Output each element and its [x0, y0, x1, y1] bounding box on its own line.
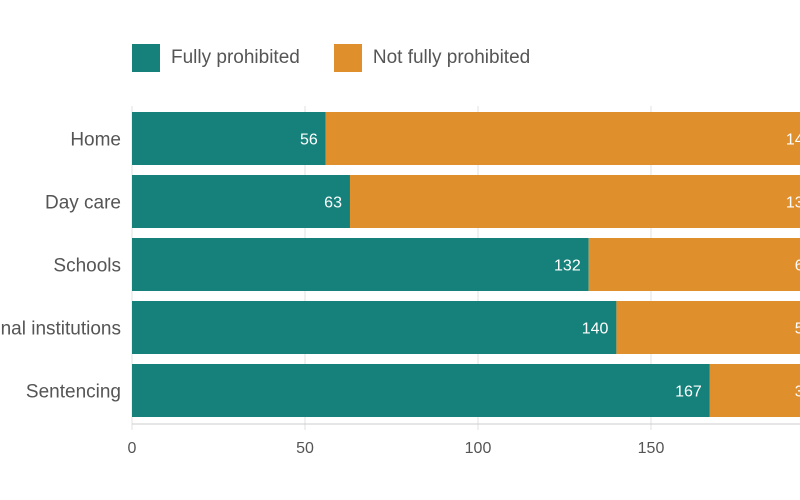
bar-penal-institutions-fully-prohibited[interactable] [132, 301, 617, 354]
bar-penal-institutions-not-fully-prohibited[interactable] [616, 301, 800, 354]
bar-value-label-penal-institutions-fully-prohibited: 140 [582, 321, 609, 338]
bar-value-label-schools-fully-prohibited: 132 [554, 258, 581, 275]
bar-schools-not-fully-prohibited[interactable] [588, 238, 800, 291]
category-label-sentencing: Sentencing [26, 382, 121, 403]
bar-value-label-sentencing-fully-prohibited: 167 [675, 384, 702, 401]
bar-value-label-schools-not-fully-prohibited: 67 [795, 258, 800, 275]
legend-label-fully-prohibited: Fully prohibited [171, 47, 300, 68]
bar-value-label-day-care-not-fully-prohibited: 136 [786, 195, 800, 212]
legend-item-not-fully-prohibited[interactable]: Not fully prohibited [333, 44, 531, 72]
x-tick-label-150: 150 [638, 440, 665, 457]
legend-item-fully-prohibited[interactable]: Fully prohibited [132, 44, 300, 72]
bar-value-label-sentencing-not-fully-prohibited: 32 [795, 384, 800, 401]
category-label-home: Home [70, 130, 121, 151]
bar-home-not-fully-prohibited[interactable] [325, 112, 800, 165]
bar-value-label-day-care-fully-prohibited: 63 [324, 195, 342, 212]
category-label-schools: Schools [53, 256, 121, 277]
x-tick-label-0: 0 [128, 440, 137, 457]
category-label-day-care: Day care [45, 193, 121, 214]
bar-value-label-penal-institutions-not-fully-prohibited: 59 [795, 321, 800, 338]
legend: Fully prohibited Not fully prohibited [132, 44, 564, 72]
legend-swatch-fully-prohibited [132, 44, 160, 72]
x-tick-label-100: 100 [465, 440, 492, 457]
bar-value-label-home-fully-prohibited: 56 [300, 132, 318, 149]
legend-label-not-fully-prohibited: Not fully prohibited [372, 47, 531, 68]
legend-swatch-not-fully-prohibited [333, 44, 362, 72]
bar-day-care-fully-prohibited[interactable] [132, 175, 350, 228]
x-tick-label-50: 50 [296, 440, 314, 457]
bar-sentencing-fully-prohibited[interactable] [132, 364, 710, 417]
bar-day-care-not-fully-prohibited[interactable] [349, 175, 800, 228]
category-label-penal-institutions: Penal institutions [0, 319, 121, 340]
bar-sentencing-not-fully-prohibited[interactable] [709, 364, 800, 417]
bar-value-label-home-not-fully-prohibited: 143 [786, 132, 800, 149]
bar-home-fully-prohibited[interactable] [132, 112, 326, 165]
bar-schools-fully-prohibited[interactable] [132, 238, 589, 291]
